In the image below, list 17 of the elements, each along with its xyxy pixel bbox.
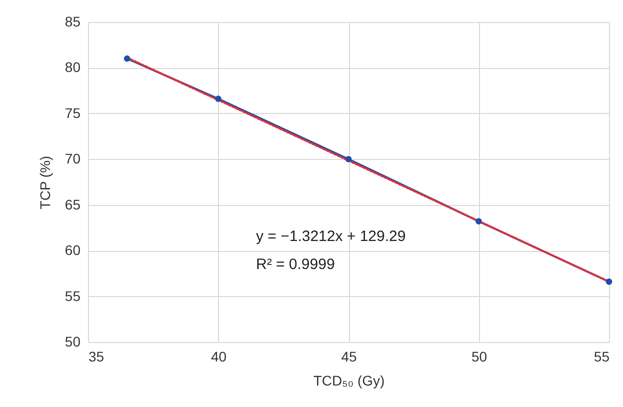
y-tick-label: 80: [64, 59, 81, 76]
y-axis-title: TCP (%): [36, 156, 53, 210]
annotation: y = −1.3212x + 129.29: [256, 228, 406, 245]
x-tick-label: 35: [88, 348, 104, 364]
y-tick-label: 75: [64, 104, 81, 121]
x-tick-label: 50: [471, 348, 488, 364]
y-tick-label: 60: [64, 242, 81, 258]
y-tick-label: 55: [64, 288, 81, 304]
x-axis-title: TCD₅₀ (Gy): [313, 372, 385, 388]
y-tick-label: 50: [64, 334, 81, 350]
x-tick-label: 55: [594, 348, 610, 364]
y-tick-label: 70: [64, 150, 81, 167]
annotation: R² = 0.9999: [256, 256, 335, 273]
x-tick-label: 40: [210, 348, 227, 364]
y-tick-label: 85: [64, 14, 81, 30]
x-tick-label: 45: [341, 348, 357, 364]
y-tick-label: 65: [64, 196, 81, 212]
